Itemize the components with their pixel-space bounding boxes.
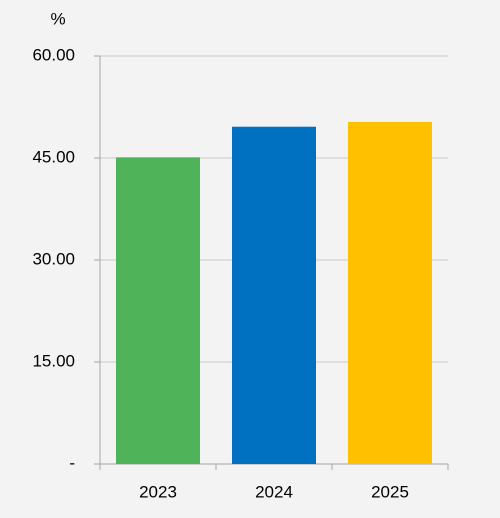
y-tick-label: -: [69, 453, 75, 472]
y-tick-label: 15.00: [32, 351, 75, 370]
bar: [232, 126, 316, 464]
x-tick-label: 2023: [139, 482, 177, 501]
bar: [348, 121, 432, 465]
x-tick-label: 2025: [371, 482, 409, 501]
y-axis-label: %: [50, 9, 65, 28]
y-tick-label: 60.00: [32, 45, 75, 64]
bar: [116, 157, 200, 464]
y-tick-label: 30.00: [32, 249, 75, 268]
y-tick-label: 45.00: [32, 147, 75, 166]
x-tick-label: 2024: [255, 482, 293, 501]
